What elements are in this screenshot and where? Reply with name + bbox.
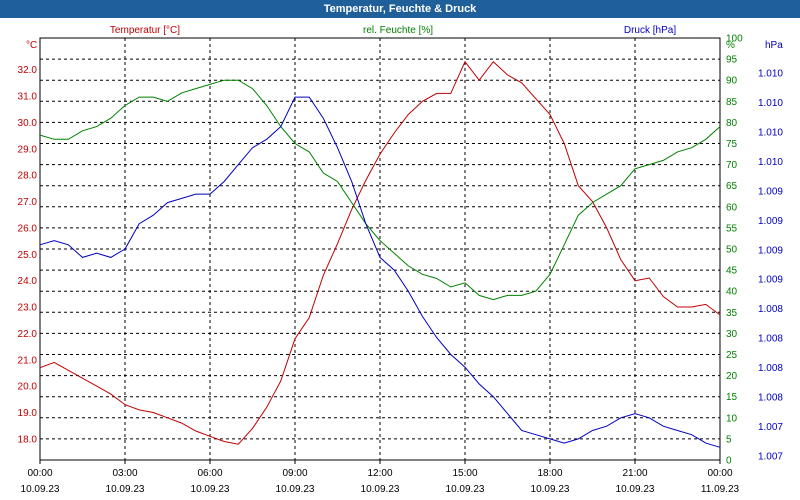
x-tick-date: 10.09.23 (361, 484, 400, 495)
x-tick-date: 10.09.23 (446, 484, 485, 495)
pressure-tick-label: 1.008 (758, 304, 783, 315)
x-tick-time: 00:00 (27, 468, 52, 479)
x-tick-time: 03:00 (112, 468, 137, 479)
x-tick-date: 10.09.23 (616, 484, 655, 495)
temp-unit: °C (26, 40, 37, 51)
humidity-tick-label: 20 (726, 371, 738, 382)
humidity-tick-label: 75 (726, 139, 738, 150)
temp-tick-label: 18.0 (18, 434, 38, 445)
humidity-tick-label: 85 (726, 97, 738, 108)
humidity-tick-label: 40 (726, 287, 738, 298)
pressure-tick-label: 1.008 (758, 393, 783, 404)
legend-entry: rel. Feuchte [%] (363, 25, 433, 36)
chart: 00:00 10.09.23 03:00 10.09.23 06:00 10.09.23 0… (18, 25, 784, 495)
temp-tick-label: 20.0 (18, 382, 38, 393)
x-tick-time: 09:00 (282, 468, 307, 479)
humidity-tick-label: 35 (726, 308, 738, 319)
humidity-tick-label: 30 (726, 329, 738, 340)
temp-tick-label: 32.0 (18, 65, 38, 76)
x-tick-date: 10.09.23 (276, 484, 315, 495)
pressure-tick-label: 1.009 (758, 245, 783, 256)
humidity-line (39, 79, 721, 301)
humidity-tick-label: 95 (726, 55, 738, 66)
temp-tick-label: 22.0 (18, 329, 38, 340)
pressure-line (39, 96, 721, 448)
temp-tick-label: 24.0 (18, 276, 38, 287)
window-title: Temperatur, Feuchte & Druck (0, 0, 800, 18)
humidity-tick-label: 55 (726, 223, 738, 234)
x-tick-time: 21:00 (622, 468, 647, 479)
temp-tick-label: 31.0 (18, 92, 38, 103)
temp-tick-label: 19.0 (18, 408, 38, 419)
temp-tick-label: 29.0 (18, 144, 38, 155)
temp-tick-label: 30.0 (18, 118, 38, 129)
pressure-tick-label: 1.008 (758, 363, 783, 374)
x-tick-time: 06:00 (197, 468, 222, 479)
humidity-tick-label: 90 (726, 76, 738, 87)
pressure-unit: hPa (765, 40, 783, 51)
temp-tick-label: 27.0 (18, 197, 38, 208)
humidity-tick-label: 65 (726, 181, 738, 192)
humidity-tick-label: 50 (726, 245, 738, 256)
pressure-tick-label: 1.009 (758, 186, 783, 197)
x-tick-date: 10.09.23 (191, 484, 230, 495)
temp-tick-label: 26.0 (18, 223, 38, 234)
pressure-tick-label: 1.010 (758, 98, 783, 109)
x-tick-time: 12:00 (367, 468, 392, 479)
temperature-line (39, 60, 721, 445)
humidity-tick-label: 60 (726, 202, 738, 213)
humidity-tick-label: 100 (726, 34, 743, 45)
x-tick-date: 10.09.23 (531, 484, 570, 495)
x-tick-time: 00:00 (707, 468, 732, 479)
x-tick-date: 11.09.23 (701, 484, 740, 495)
humidity-tick-label: 15 (726, 392, 738, 403)
humidity-tick-label: 5 (726, 434, 732, 445)
pressure-tick-label: 1.009 (758, 216, 783, 227)
x-tick-date: 10.09.23 (106, 484, 145, 495)
temp-tick-label: 23.0 (18, 303, 38, 314)
pressure-tick-label: 1.009 (758, 275, 783, 286)
humidity-tick-label: 25 (726, 350, 738, 361)
legend-entry: Temperatur [°C] (110, 25, 180, 36)
humidity-tick-label: 10 (726, 413, 738, 424)
temp-tick-label: 28.0 (18, 171, 38, 182)
humidity-tick-label: 0 (726, 456, 732, 467)
humidity-tick-label: 70 (726, 160, 738, 171)
temp-tick-label: 21.0 (18, 355, 38, 366)
x-tick-date: 10.09.23 (21, 484, 60, 495)
legend-entry: Druck [hPa] (624, 25, 676, 36)
humidity-tick-label: 45 (726, 266, 738, 277)
pressure-tick-label: 1.010 (758, 127, 783, 138)
temp-tick-label: 25.0 (18, 250, 38, 261)
humidity-unit: % (726, 40, 735, 51)
pressure-tick-label: 1.007 (758, 452, 783, 463)
humidity-tick-label: 80 (726, 118, 738, 129)
x-tick-time: 15:00 (452, 468, 477, 479)
pressure-tick-label: 1.007 (758, 422, 783, 433)
pressure-tick-label: 1.010 (758, 69, 783, 80)
pressure-tick-label: 1.010 (758, 157, 783, 168)
pressure-tick-label: 1.008 (758, 334, 783, 345)
x-tick-time: 18:00 (537, 468, 562, 479)
